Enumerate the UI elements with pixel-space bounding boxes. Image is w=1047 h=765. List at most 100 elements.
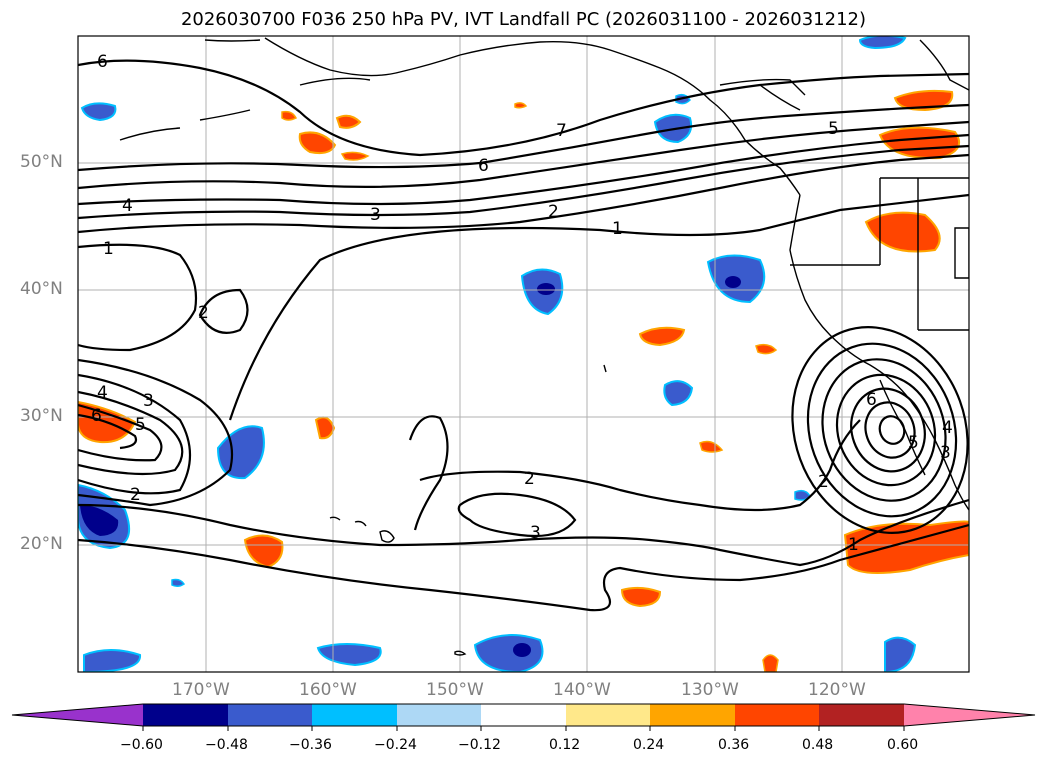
- colorbar: [11, 703, 1036, 731]
- contour-label: 3: [370, 205, 381, 225]
- contour-line: [78, 144, 969, 220]
- lon-label-160w: 160°W: [299, 680, 357, 700]
- contour-line: [791, 326, 969, 534]
- colorbar-bin: [228, 704, 312, 726]
- contour-line: [864, 401, 916, 459]
- contour-line: [78, 103, 969, 172]
- contour-label: 2: [524, 469, 535, 489]
- contour-line: [78, 193, 969, 507]
- lon-label-120w: 120°W: [808, 680, 866, 700]
- contour-labels: 6 7 6 5 4 3 2 1 1 2 4 3 6 5 2 2 3 2 1 6 …: [91, 52, 953, 555]
- contour-line: [78, 415, 969, 567]
- contour-label: 5: [828, 119, 839, 139]
- contour-label: 6: [478, 156, 489, 176]
- pv-blob: [514, 102, 528, 109]
- contour-line: [198, 288, 249, 334]
- contour-label: 5: [908, 433, 919, 453]
- contour-line: [78, 403, 163, 462]
- colorbar-bin: [819, 704, 904, 726]
- colorbar-tick-label: −0.36: [289, 737, 332, 753]
- pv-blob: [699, 440, 724, 453]
- lat-label-40n: 40°N: [20, 279, 63, 299]
- colorbar-tick-label: 0.48: [802, 737, 834, 753]
- lat-label-30n: 30°N: [20, 406, 63, 426]
- contour-line: [850, 387, 926, 473]
- contour-label: 6: [91, 406, 102, 426]
- pv-blob: [878, 126, 960, 160]
- colorbar-extend-low: [12, 704, 143, 726]
- contour-label: 4: [122, 196, 133, 216]
- pv-blob: [620, 586, 662, 608]
- lon-label-150w: 150°W: [426, 680, 484, 700]
- colorbar-tick-label: −0.24: [374, 737, 417, 753]
- colorbar-bin: [650, 704, 735, 726]
- contour-label: 2: [198, 303, 209, 323]
- colorbar-bin: [143, 704, 228, 726]
- pv-blob: [80, 102, 117, 122]
- contour-line: [78, 413, 138, 450]
- pv-blob: [216, 425, 265, 480]
- contour-line: [78, 59, 969, 157]
- contour-label: 3: [143, 391, 154, 411]
- contour-label: 1: [848, 535, 859, 555]
- colorbar-tick-label: −0.48: [205, 737, 248, 753]
- pv-blob: [83, 649, 142, 672]
- colorbar-bin: [397, 704, 481, 726]
- colorbar-tick-label: −0.60: [120, 737, 163, 753]
- contour-line: [878, 415, 906, 445]
- contour-label: 4: [942, 418, 953, 438]
- pv-blob: [316, 643, 382, 667]
- contour-label: 7: [556, 121, 567, 141]
- lat-label-20n: 20°N: [20, 534, 63, 554]
- lon-label-130w: 130°W: [681, 680, 739, 700]
- colorbar-extend-high: [904, 704, 1035, 726]
- colorbar-bin: [566, 704, 650, 726]
- pv-blob: [298, 131, 337, 155]
- contour-line: [78, 133, 969, 206]
- contour-line: [78, 373, 191, 495]
- colorbar-tick-label: −0.12: [458, 737, 501, 753]
- pv-core: [80, 505, 119, 536]
- contour-label: 3: [940, 443, 951, 463]
- plot-frame: [77, 35, 970, 673]
- contour-label: 5: [135, 415, 146, 435]
- contour-line: [806, 342, 958, 518]
- pv-blob: [340, 151, 370, 161]
- pv-blob: [663, 380, 694, 407]
- contour-line: [835, 373, 937, 487]
- pv-core: [537, 283, 555, 295]
- ivt-contours: [78, 59, 969, 612]
- pv-blob: [281, 110, 298, 121]
- pv-blob: [314, 416, 336, 440]
- pv-blob: [858, 36, 907, 50]
- colorbar-tick-label: 0.12: [549, 737, 581, 753]
- lon-label-170w: 170°W: [172, 680, 230, 700]
- pv-blob: [243, 534, 284, 569]
- contour-line: [821, 358, 947, 502]
- contour-line: [78, 243, 198, 352]
- pv-core: [725, 276, 741, 288]
- contour-line: [78, 120, 969, 190]
- pv-blob: [893, 89, 954, 112]
- islands: [329, 364, 607, 656]
- map-title: 2026030700 F036 250 hPa PV, IVT Landfall…: [180, 9, 867, 30]
- contour-label: 6: [97, 52, 108, 72]
- pv-core: [513, 643, 531, 657]
- pv-blob: [864, 211, 941, 253]
- contour-label: 1: [612, 219, 623, 239]
- colorbar-bin: [312, 704, 397, 726]
- pv-blob: [335, 114, 362, 129]
- colorbar-bin: [735, 704, 819, 726]
- contour-label: 2: [130, 485, 141, 505]
- colorbar-bin: [481, 704, 566, 726]
- lat-label-50n: 50°N: [20, 152, 63, 172]
- contour-label: 4: [97, 383, 108, 403]
- pv-blob: [755, 343, 778, 355]
- pv-blob: [473, 634, 544, 672]
- colorbar-tick-label: 0.24: [633, 737, 665, 753]
- lon-label-140w: 140°W: [553, 680, 611, 700]
- pv-negative-anomalies: [78, 36, 917, 672]
- contour-line: [78, 153, 969, 234]
- contour-label: 2: [818, 472, 829, 492]
- contour-line: [78, 390, 184, 476]
